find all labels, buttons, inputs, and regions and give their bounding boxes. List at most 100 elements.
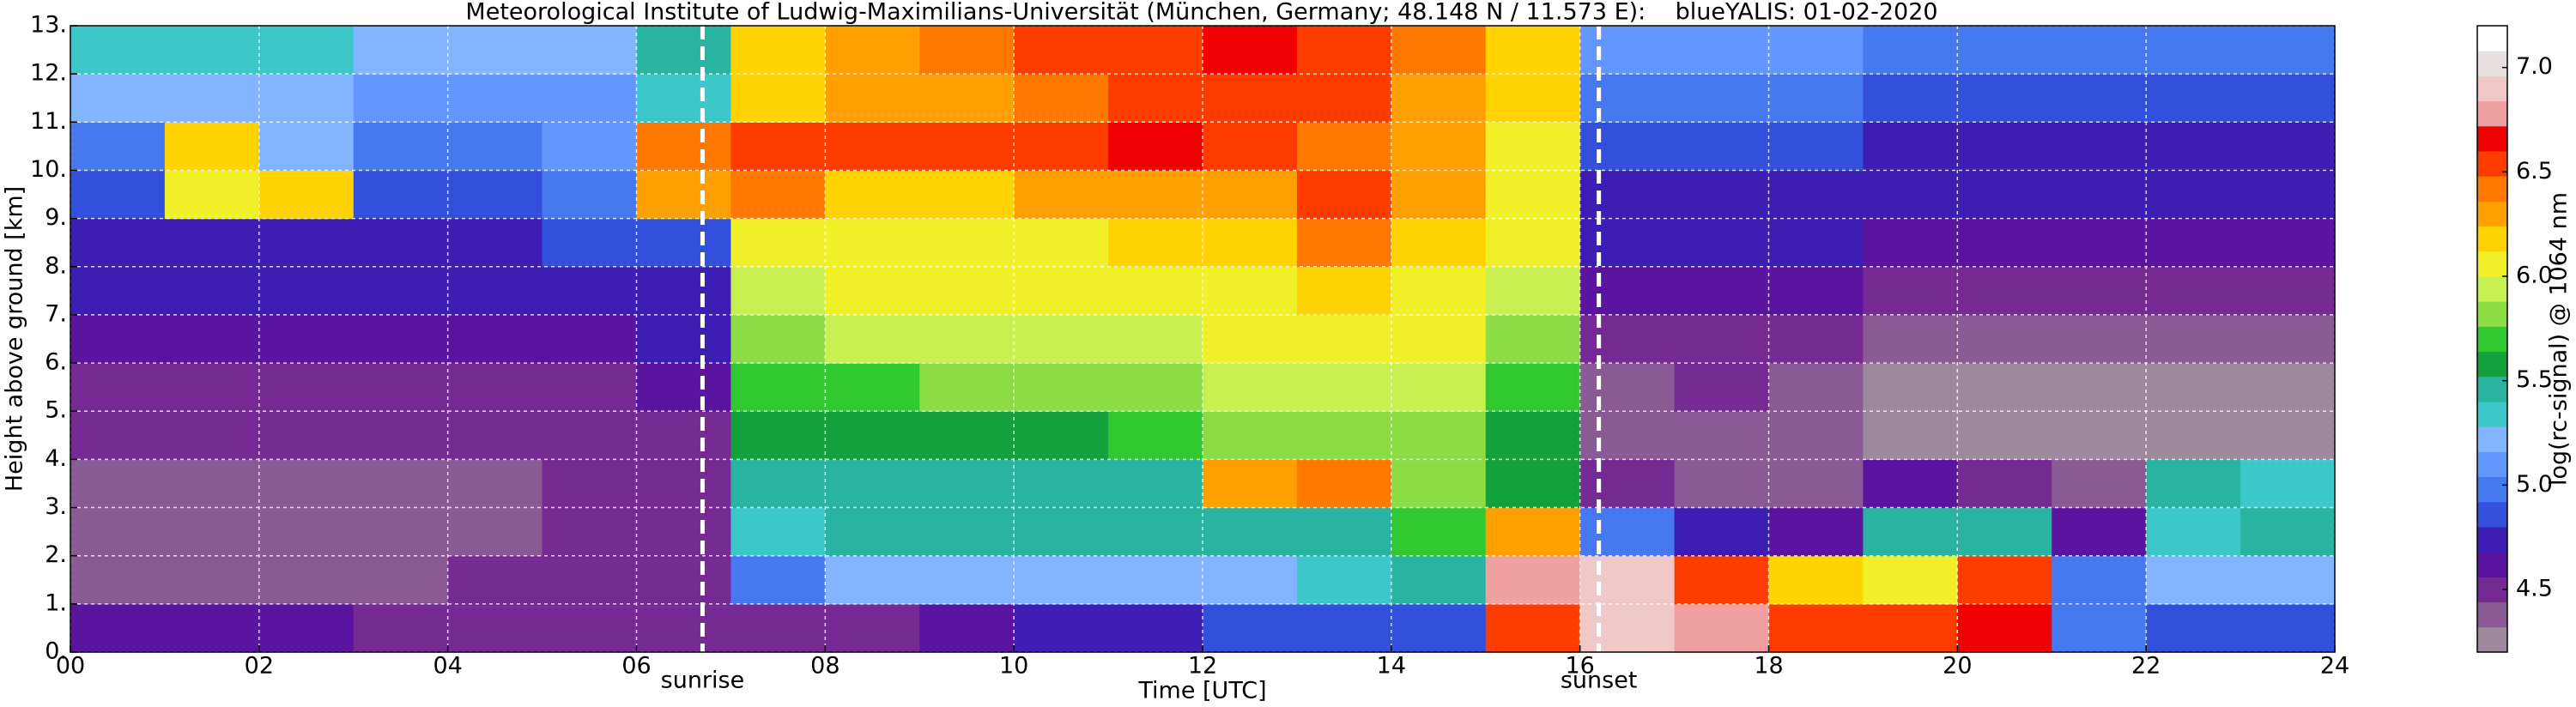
heatmap-cell: [1485, 507, 1581, 557]
heatmap-cell: [1485, 74, 1581, 123]
heatmap-cell: [1485, 26, 1581, 75]
heatmap-cell: [164, 507, 260, 557]
colorbar-swatch: [2477, 601, 2507, 628]
heatmap-cell: [2146, 555, 2241, 605]
heatmap-cell: [2052, 26, 2147, 75]
heatmap-cell: [2146, 122, 2241, 172]
heatmap-cell: [730, 26, 826, 75]
heatmap-cell: [1296, 314, 1392, 364]
heatmap-cell: [1768, 555, 1864, 605]
x-tick-label: 10: [999, 653, 1028, 680]
colorbar-swatch: [2477, 326, 2507, 353]
heatmap-cell: [1296, 266, 1392, 316]
heatmap-cell: [825, 266, 920, 316]
heatmap-cell: [1768, 411, 1864, 460]
heatmap-cell: [447, 603, 543, 653]
heatmap-cell: [730, 122, 826, 172]
heatmap-cell: [1863, 218, 1958, 268]
heatmap-cell: [1391, 218, 1487, 268]
heatmap-cell: [1768, 170, 1864, 220]
heatmap-cell: [1674, 555, 1770, 605]
heatmap-cell: [1108, 218, 1203, 268]
heatmap-cell: [1296, 26, 1392, 75]
heatmap-cell: [1768, 26, 1864, 75]
heatmap-cell: [1296, 603, 1392, 653]
heatmap-cell: [2240, 603, 2336, 653]
heatmap-cell: [825, 314, 920, 364]
x-tick-label: 14: [1377, 653, 1406, 680]
heatmap-cell: [1485, 170, 1581, 220]
heatmap-cell: [1203, 314, 1298, 364]
heatmap-cell: [825, 170, 920, 220]
heatmap-cell: [353, 507, 449, 557]
heatmap-cell: [258, 507, 355, 557]
heatmap-cell: [919, 603, 1015, 653]
heatmap-cell: [70, 170, 166, 220]
heatmap-cell: [2146, 218, 2241, 268]
heatmap-cell: [164, 411, 260, 460]
colorbar-swatch: [2477, 51, 2507, 76]
heatmap-cell: [1957, 603, 2052, 653]
heatmap-cell: [1768, 603, 1864, 653]
heatmap-cell: [1108, 74, 1203, 123]
y-tick-label: 9.: [45, 204, 67, 231]
heatmap-cell: [919, 266, 1015, 316]
heatmap-cell: [1485, 218, 1581, 268]
heatmap-cell: [447, 459, 543, 509]
heatmap-cell: [636, 459, 732, 509]
colorbar-tick-label: 7.0: [2516, 53, 2553, 80]
heatmap-cell: [542, 266, 638, 316]
x-tick-label: 06: [621, 653, 651, 680]
colorbar-swatch: [2477, 26, 2507, 51]
y-tick-label: 10.: [30, 156, 67, 183]
colorbar-swatch: [2477, 476, 2507, 503]
heatmap-cell: [447, 74, 543, 123]
heatmap-cell: [1014, 459, 1109, 509]
heatmap-cell: [825, 74, 920, 123]
colorbar-swatch: [2477, 125, 2507, 152]
heatmap-cell: [730, 603, 826, 653]
heatmap-cell: [2240, 26, 2336, 75]
heatmap-cell: [353, 266, 449, 316]
y-tick-label: 2.: [45, 541, 67, 568]
heatmap-cell: [1391, 555, 1487, 605]
heatmap-cell: [2240, 122, 2336, 172]
heatmap-cell: [258, 314, 355, 364]
heatmap-cell: [70, 603, 166, 653]
heatmap-cell: [1108, 603, 1203, 653]
colorbar-swatch: [2477, 501, 2507, 528]
heatmap-cell: [542, 74, 638, 123]
heatmap-cell: [825, 26, 920, 75]
heatmap-cell: [1768, 218, 1864, 268]
heatmap-cell: [636, 603, 732, 653]
heatmap-cell: [636, 74, 732, 123]
heatmap-cell: [1203, 170, 1298, 220]
heatmap-cell: [1391, 363, 1487, 412]
heatmap-cell: [542, 314, 638, 364]
heatmap-cell: [1768, 122, 1864, 172]
heatmap-cell: [447, 122, 543, 172]
heatmap-cell: [353, 555, 449, 605]
heatmap-cell: [1768, 74, 1864, 123]
heatmap-cell: [353, 363, 449, 412]
heatmap-cell: [730, 507, 826, 557]
colorbar-swatch: [2477, 76, 2507, 102]
heatmap-cell: [636, 555, 732, 605]
heatmap-cell: [1579, 507, 1676, 557]
y-tick-label: 1.: [45, 589, 67, 616]
heatmap-cell: [1296, 363, 1392, 412]
heatmap-cell: [2052, 411, 2147, 460]
heatmap-cell: [70, 555, 166, 605]
heatmap-cell: [1674, 266, 1770, 316]
heatmap-cell: [542, 122, 638, 172]
heatmap-cell: [70, 314, 166, 364]
heatmap-cell: [1391, 603, 1487, 653]
heatmap-cell: [1014, 314, 1109, 364]
colorbar-tick-label: 6.5: [2516, 158, 2553, 184]
y-tick-label: 7.: [45, 300, 67, 327]
heatmap-cell: [1957, 26, 2052, 75]
heatmap-cell: [919, 459, 1015, 509]
heatmap-cell: [164, 266, 260, 316]
heatmap-cell: [730, 266, 826, 316]
heatmap-cell: [1957, 411, 2052, 460]
